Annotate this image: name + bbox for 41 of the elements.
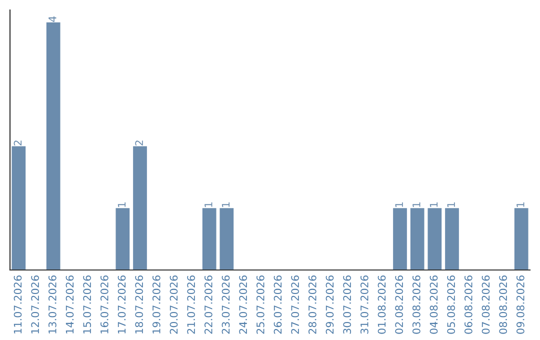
data-label: 1 [204,202,212,207]
x-tick-label: 20.07.2026 [170,276,178,334]
data-label: 2 [135,140,143,146]
x-tick-label: 14.07.2026 [66,276,74,334]
data-label: 2 [14,140,22,146]
data-label: 1 [412,202,420,207]
x-tick-label: 28.07.2026 [308,276,316,334]
x-tick-label: 21.07.2026 [187,276,196,334]
x-tick-label: 08.08.2026 [499,276,508,334]
x-tick-label: 19.07.2026 [152,276,160,334]
x-tick-label: 29.07.2026 [326,276,334,334]
x-tick-label: 09.08.2026 [516,276,524,334]
x-tick-label: 31.07.2026 [360,276,368,334]
x-tick-label: 27.07.2026 [291,276,300,334]
x-tick-label: 26.07.2026 [274,276,282,334]
x-tick-label: 04.08.2026 [430,276,438,334]
x-tick-label: 25.07.2026 [256,276,264,334]
x-tick-label: 22.07.2026 [204,276,212,334]
x-tick-label: 01.08.2026 [378,276,386,334]
data-label: 4 [48,16,56,22]
x-tick-label: 30.07.2026 [343,276,352,334]
x-tick-label: 24.07.2026 [239,276,248,334]
x-tick-label: 17.07.2026 [118,276,126,334]
x-tick-label: 18.07.2026 [135,276,144,334]
data-label: 1 [118,202,126,207]
x-tick-label: 23.07.2026 [222,276,230,334]
x-tick-label: 11.07.2026 [14,276,22,334]
x-tick-label: 16.07.2026 [100,276,108,334]
x-tick-label: 07.08.2026 [482,276,490,334]
x-tick-label: 06.08.2026 [464,276,472,334]
data-label: 1 [395,202,403,207]
x-tick-label: 13.07.2026 [48,276,56,334]
x-tick-label: 02.08.2026 [395,276,404,334]
data-label: 1 [447,202,455,207]
x-tick-label: 03.08.2026 [412,276,420,334]
x-tick-label: 12.07.2026 [31,276,40,334]
x-tick-label: 05.08.2026 [447,276,456,334]
data-label: 1 [222,202,230,207]
x-tick-label: 15.07.2026 [83,276,92,334]
data-label: 1 [516,202,524,207]
data-label: 1 [430,202,438,207]
